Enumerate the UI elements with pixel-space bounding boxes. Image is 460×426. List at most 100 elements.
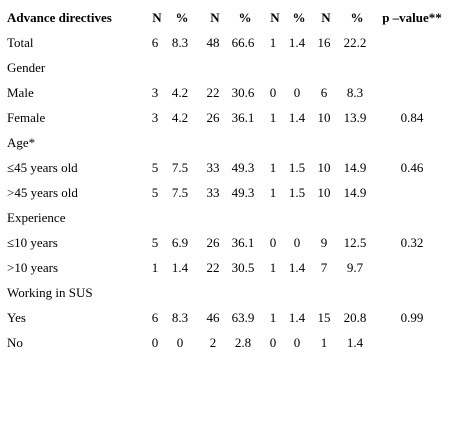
value-cell: 0 bbox=[176, 335, 184, 350]
value-cell: 10 bbox=[317, 110, 331, 125]
value-cell: 7.5 bbox=[171, 185, 189, 200]
value-cell: 8.3 bbox=[346, 85, 364, 100]
value-cell: 1.4 bbox=[171, 260, 189, 275]
value-cell: 63.9 bbox=[231, 310, 255, 325]
value-cell: 1 bbox=[269, 260, 277, 275]
section-label: Experience bbox=[7, 210, 66, 225]
value-cell: 0 bbox=[269, 235, 277, 250]
value-cell: 1.4 bbox=[288, 260, 306, 275]
value-cell: 8.3 bbox=[171, 310, 189, 325]
value-cell: 36.1 bbox=[231, 235, 255, 250]
value-cell: 22.2 bbox=[343, 35, 367, 50]
header-cell: N bbox=[321, 10, 331, 25]
header-cell: % bbox=[238, 10, 252, 25]
value-cell: 1.5 bbox=[288, 185, 306, 200]
value-cell: 6 bbox=[320, 85, 328, 100]
header-cell: % bbox=[175, 10, 189, 25]
value-cell: 9.7 bbox=[346, 260, 364, 275]
section-label: Age* bbox=[7, 135, 36, 150]
value-cell: 15 bbox=[317, 310, 331, 325]
value-cell: 1 bbox=[269, 35, 277, 50]
value-cell: 0 bbox=[151, 335, 159, 350]
value-cell: 30.5 bbox=[231, 260, 255, 275]
p-value-cell: 0.32 bbox=[400, 235, 424, 250]
value-cell: 0 bbox=[269, 335, 277, 350]
value-cell: 14.9 bbox=[343, 185, 367, 200]
header-cell: N bbox=[210, 10, 220, 25]
section-label: Working in SUS bbox=[7, 285, 93, 300]
value-cell: 7 bbox=[320, 260, 328, 275]
row-label: Yes bbox=[7, 310, 26, 325]
value-cell: 49.3 bbox=[231, 185, 255, 200]
value-cell: 1 bbox=[269, 160, 277, 175]
value-cell: 1.4 bbox=[346, 335, 364, 350]
p-value-cell: 0.84 bbox=[400, 110, 424, 125]
value-cell: 0 bbox=[269, 85, 277, 100]
value-cell: 49.3 bbox=[231, 160, 255, 175]
value-cell: 20.8 bbox=[343, 310, 367, 325]
header-cell: N bbox=[152, 10, 162, 25]
value-cell: 46 bbox=[206, 310, 220, 325]
value-cell: 1.4 bbox=[288, 110, 306, 125]
header-cell: p –value** bbox=[382, 10, 442, 25]
value-cell: 33 bbox=[206, 160, 220, 175]
p-value-cell: 0.99 bbox=[400, 310, 424, 325]
p-value-cell: 0.46 bbox=[400, 160, 424, 175]
value-cell: 0 bbox=[293, 85, 301, 100]
header-cell: % bbox=[350, 10, 364, 25]
value-cell: 9 bbox=[320, 235, 328, 250]
value-cell: 1 bbox=[269, 310, 277, 325]
value-cell: 26 bbox=[206, 235, 220, 250]
row-label: ≤10 years bbox=[7, 235, 58, 250]
value-cell: 1.5 bbox=[288, 160, 306, 175]
value-cell: 5 bbox=[151, 235, 159, 250]
value-cell: 5 bbox=[151, 160, 159, 175]
value-cell: 30.6 bbox=[231, 85, 255, 100]
value-cell: 6 bbox=[151, 35, 159, 50]
header-cell: N bbox=[270, 10, 280, 25]
row-label: Male bbox=[7, 85, 34, 100]
value-cell: 22 bbox=[206, 85, 220, 100]
header-cell: % bbox=[292, 10, 306, 25]
value-cell: 14.9 bbox=[343, 160, 367, 175]
value-cell: 10 bbox=[317, 160, 331, 175]
value-cell: 3 bbox=[151, 85, 159, 100]
value-cell: 0 bbox=[293, 335, 301, 350]
value-cell: 0 bbox=[293, 235, 301, 250]
value-cell: 5 bbox=[151, 185, 159, 200]
value-cell: 4.2 bbox=[171, 110, 189, 125]
row-label: ≤45 years old bbox=[7, 160, 78, 175]
value-cell: 2.8 bbox=[234, 335, 252, 350]
value-cell: 1 bbox=[151, 260, 159, 275]
row-label: No bbox=[7, 335, 23, 350]
value-cell: 7.5 bbox=[171, 160, 189, 175]
value-cell: 1.4 bbox=[288, 310, 306, 325]
value-cell: 6 bbox=[151, 310, 159, 325]
value-cell: 3 bbox=[151, 110, 159, 125]
row-label: Total bbox=[7, 35, 34, 50]
value-cell: 33 bbox=[206, 185, 220, 200]
value-cell: 2 bbox=[209, 335, 217, 350]
value-cell: 36.1 bbox=[231, 110, 255, 125]
row-label: Female bbox=[7, 110, 46, 125]
section-label: Gender bbox=[7, 60, 46, 75]
value-cell: 26 bbox=[206, 110, 220, 125]
value-cell: 1 bbox=[269, 185, 277, 200]
value-cell: 6.9 bbox=[171, 235, 189, 250]
value-cell: 4.2 bbox=[171, 85, 189, 100]
value-cell: 1.4 bbox=[288, 35, 306, 50]
value-cell: 16 bbox=[317, 35, 331, 50]
row-label: >45 years old bbox=[7, 185, 78, 200]
value-cell: 1 bbox=[269, 110, 277, 125]
value-cell: 12.5 bbox=[343, 235, 367, 250]
row-label: >10 years bbox=[7, 260, 59, 275]
value-cell: 22 bbox=[206, 260, 220, 275]
value-cell: 8.3 bbox=[171, 35, 189, 50]
header-cell: Advance directives bbox=[7, 10, 112, 25]
value-cell: 10 bbox=[317, 185, 331, 200]
value-cell: 48 bbox=[206, 35, 220, 50]
value-cell: 66.6 bbox=[231, 35, 255, 50]
value-cell: 13.9 bbox=[343, 110, 367, 125]
value-cell: 1 bbox=[320, 335, 328, 350]
